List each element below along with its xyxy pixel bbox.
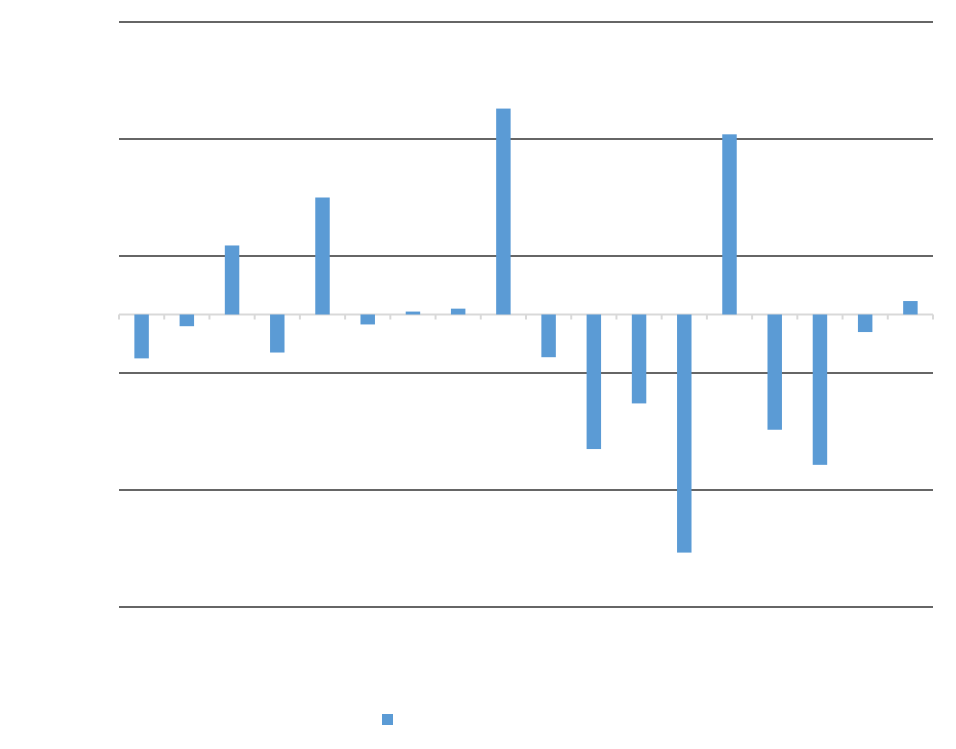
bar-15	[812, 314, 828, 465]
bar-8	[496, 108, 511, 315]
bar-17	[903, 301, 918, 315]
bar-11	[631, 314, 647, 404]
bar-4	[315, 197, 330, 315]
bar-12	[677, 314, 692, 553]
bar-10	[586, 314, 602, 450]
bar-9	[541, 314, 556, 358]
bar-7	[450, 308, 466, 315]
bar-16	[857, 314, 873, 333]
bar-6	[405, 311, 421, 315]
x-axis	[118, 313, 934, 320]
legend	[382, 714, 393, 725]
bar-3	[270, 314, 285, 353]
bar-1	[179, 314, 195, 327]
bar-2	[224, 245, 240, 315]
bar-13	[722, 134, 737, 315]
bars	[134, 108, 918, 553]
bar-14	[767, 314, 782, 430]
bar-0	[134, 314, 149, 359]
bar-5	[360, 314, 375, 325]
legend-swatch	[382, 714, 393, 725]
gridlines	[119, 21, 933, 608]
